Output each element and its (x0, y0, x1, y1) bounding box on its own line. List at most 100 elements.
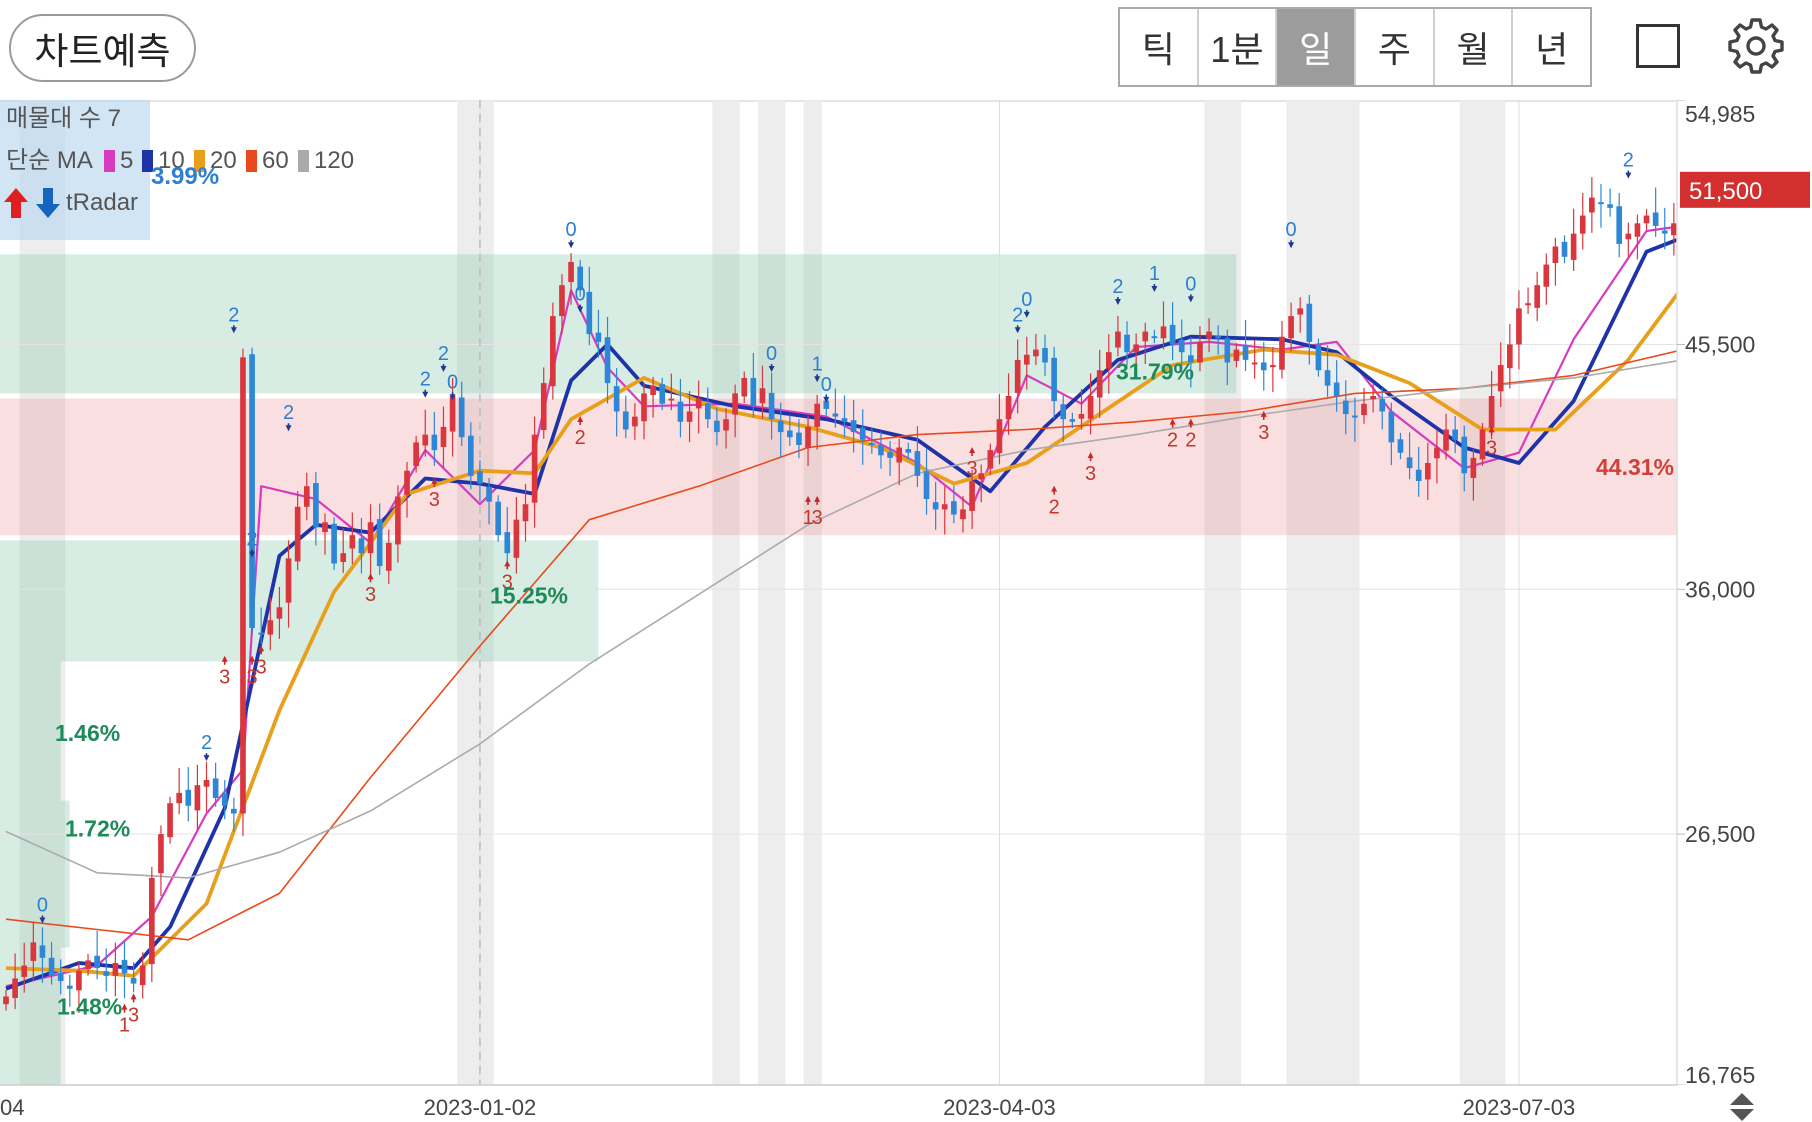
candle-body (768, 392, 775, 420)
ma-swatch-20 (194, 150, 205, 172)
signal-up-label: 3 (247, 667, 258, 689)
candle-body (659, 384, 666, 404)
tab-period-1[interactable]: 1분 (1199, 9, 1278, 85)
candle-body (1370, 395, 1376, 400)
candle (1224, 329, 1231, 386)
tab-period-3[interactable]: 주 (1356, 9, 1435, 85)
candle-body (1352, 415, 1358, 418)
candle-body (1242, 344, 1249, 360)
candle (1443, 413, 1449, 460)
candle (404, 461, 410, 518)
candle-body (1388, 411, 1395, 443)
signal-up-label: 3 (1486, 437, 1497, 459)
candle-body (941, 504, 948, 510)
candle (94, 930, 100, 980)
shaded-column (1204, 100, 1241, 1085)
candle (1406, 432, 1413, 480)
tab-period-5[interactable]: 년 (1535, 29, 1569, 70)
arrow-down-icon (577, 304, 584, 313)
ma-legend-label: 5 (120, 147, 133, 174)
candle-body (112, 962, 119, 976)
candle-body (449, 395, 456, 432)
arrow-down-icon (823, 394, 830, 403)
arrow-down-icon (1625, 170, 1632, 179)
candle (1434, 429, 1440, 484)
candle (1051, 346, 1057, 420)
candle-body (1579, 215, 1586, 234)
square-outline-icon[interactable] (1636, 24, 1680, 68)
ma-legend-label: 120 (314, 147, 354, 174)
candle-body (522, 504, 529, 522)
gear-icon[interactable] (1726, 16, 1786, 76)
candlestick-chart[interactable]: 022222200001020210021333333321332322333 … (0, 100, 1812, 1122)
candle (1643, 209, 1650, 230)
candle (513, 497, 520, 574)
candle-body (1625, 233, 1632, 240)
candle-body (1570, 233, 1577, 260)
chart-forecast-button[interactable]: 차트예측 (9, 14, 196, 82)
candle (1188, 337, 1194, 388)
candle (467, 422, 474, 490)
arrow-down-icon (249, 549, 256, 558)
candle (741, 371, 748, 403)
candle (1552, 237, 1559, 286)
candle-body (650, 385, 656, 395)
candle (805, 415, 811, 467)
candle (650, 376, 656, 418)
candle-body (194, 785, 201, 811)
signal-down-label: 0 (37, 894, 48, 916)
candle-body (996, 419, 1003, 454)
candle (969, 469, 975, 529)
candle (1561, 235, 1568, 264)
candle-body (1051, 357, 1057, 402)
candle-body (668, 398, 675, 401)
candle (139, 952, 146, 999)
candle-body (1078, 414, 1085, 419)
candle-body (3, 996, 9, 1005)
arrow-down-icon (1151, 284, 1158, 293)
shaded-columns (19, 100, 1506, 1085)
candle-body (814, 403, 820, 427)
signal-down-label: 0 (1286, 219, 1297, 241)
signal-down-label: 2 (228, 304, 239, 326)
ma-title: 단순 MA (6, 147, 93, 174)
candle-body (376, 519, 383, 567)
candle-body (641, 393, 647, 422)
candle (1096, 349, 1103, 418)
candle-body (1096, 370, 1103, 398)
band-percent-label: 1.48% (57, 993, 122, 1019)
tab-period-0[interactable]: 틱 (1120, 9, 1199, 85)
candle (531, 416, 538, 528)
arrow-up-icon (1260, 410, 1267, 420)
candle (1014, 339, 1021, 414)
legend-panel (0, 100, 150, 240)
candle (914, 426, 921, 487)
candle (1169, 302, 1176, 361)
candle-body (1069, 419, 1076, 422)
candle (112, 942, 119, 997)
candle (249, 347, 255, 635)
signal-down-label: 0 (766, 343, 777, 365)
candle (1634, 214, 1641, 260)
candle-body (595, 332, 602, 342)
x-tick-label: 2023-01-02 (424, 1095, 537, 1120)
candle (768, 372, 775, 440)
axis-scale-icon (1730, 1093, 1754, 1121)
arrow-up-icon (367, 573, 374, 583)
candle-body (1434, 447, 1440, 459)
band-percent-label: 1.46% (55, 720, 120, 746)
candle (1570, 208, 1577, 271)
candle (1370, 382, 1376, 413)
tab-period-4[interactable]: 월 (1435, 9, 1514, 85)
candle-body (458, 397, 465, 438)
candle-body (395, 496, 401, 545)
candle-body (404, 470, 410, 495)
candle-body (486, 486, 492, 502)
candle-body (12, 978, 18, 999)
band-percent-label: 31.79% (1116, 358, 1194, 384)
signal-up-label: 3 (219, 667, 230, 689)
candle (595, 309, 602, 358)
tab-period-2[interactable]: 일 (1277, 9, 1357, 85)
candle-body (331, 523, 337, 564)
candle (176, 767, 182, 815)
